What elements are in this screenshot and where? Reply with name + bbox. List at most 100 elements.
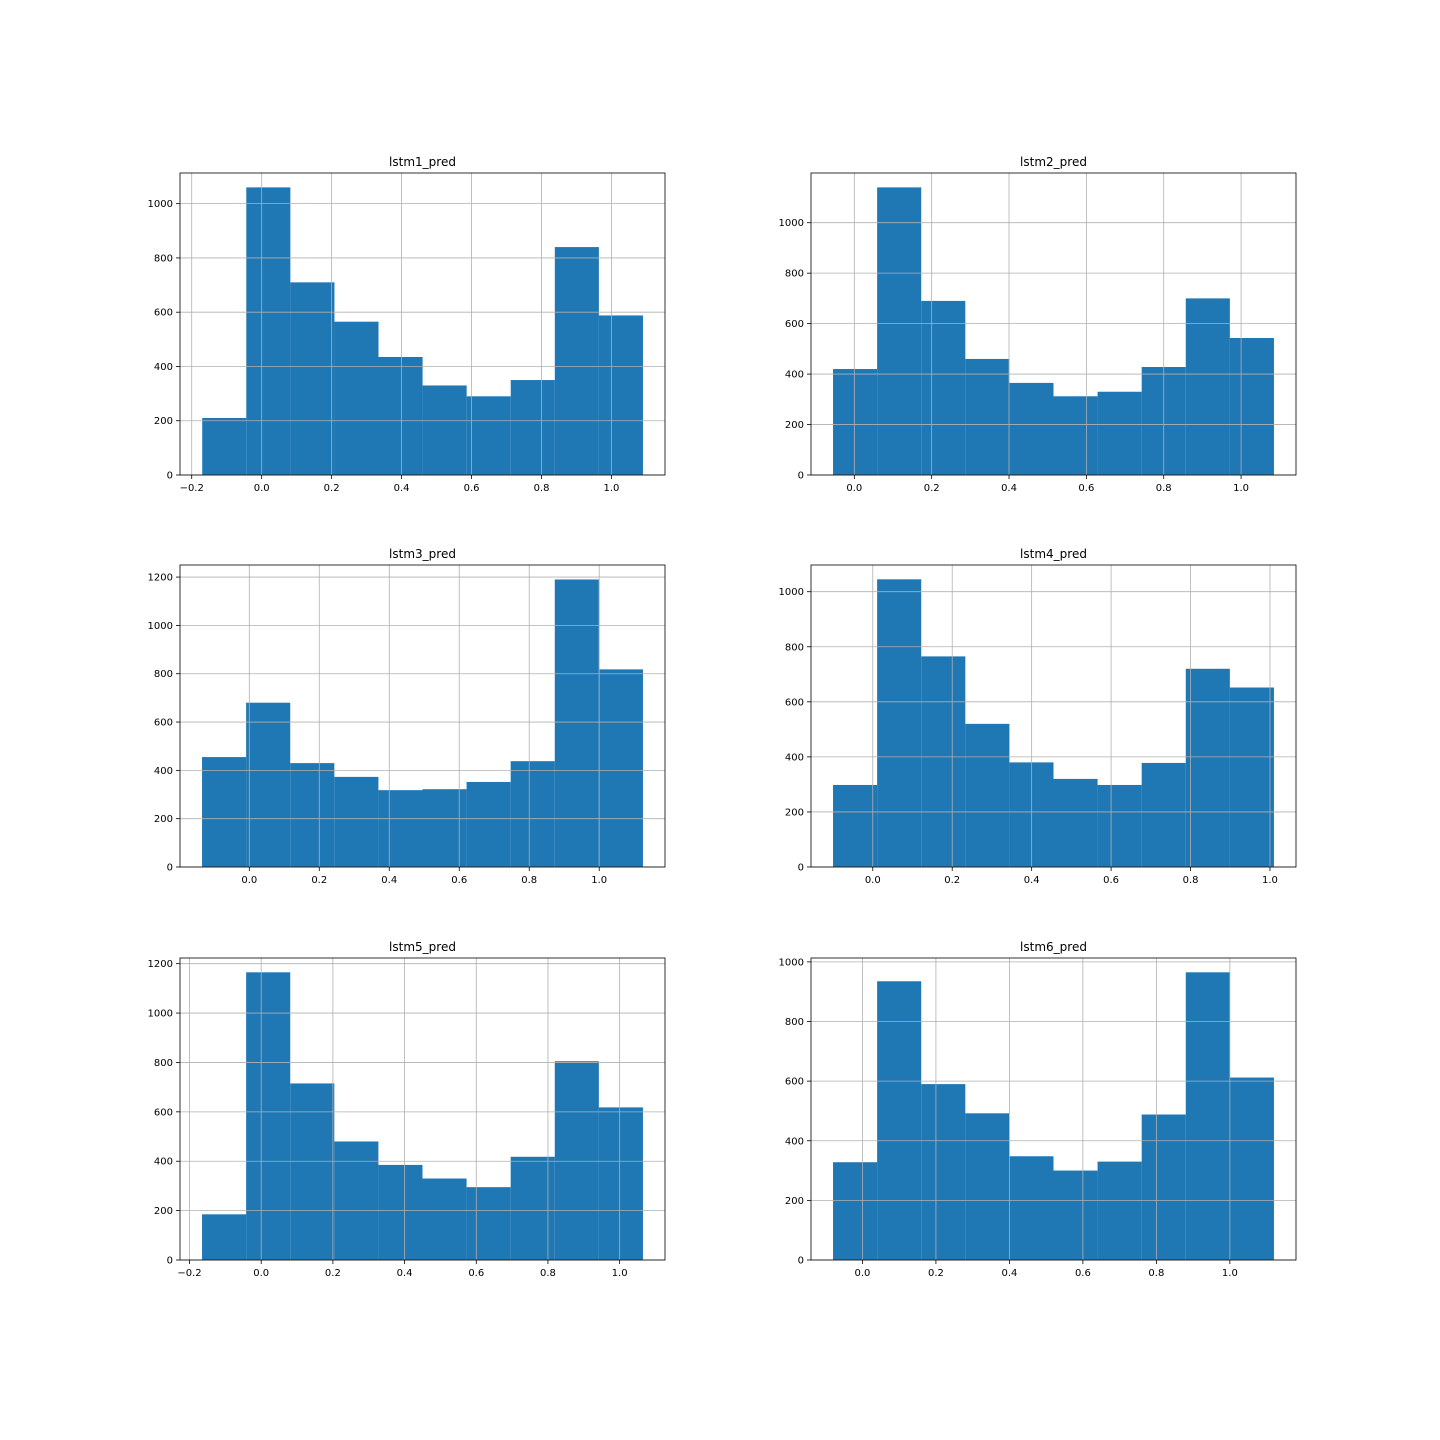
histogram-bar xyxy=(965,358,1010,475)
histogram-bar xyxy=(378,356,423,475)
histogram-bar xyxy=(554,247,599,475)
y-tick-label: 600 xyxy=(785,697,804,708)
x-tick-label: 0.4 xyxy=(397,1268,413,1279)
y-tick-label: 200 xyxy=(154,1206,173,1217)
y-tick-label: 800 xyxy=(154,669,173,680)
histogram-bar xyxy=(510,761,555,867)
histogram-bar xyxy=(202,418,247,475)
subplot-title: lstm6_pred xyxy=(1020,940,1087,954)
bars xyxy=(833,187,1274,475)
histogram-bar xyxy=(1229,1077,1274,1260)
x-tick-label: 0.2 xyxy=(324,483,340,494)
histogram-bar xyxy=(422,385,467,475)
histogram-bar xyxy=(334,1141,379,1260)
histogram-bar xyxy=(598,1107,643,1260)
bars xyxy=(833,579,1274,867)
histogram-bar xyxy=(510,380,555,475)
y-tick-label: 0 xyxy=(798,1256,804,1267)
y-tick-label: 200 xyxy=(785,1196,804,1207)
histogram-bar xyxy=(378,1164,423,1260)
x-tick-label: 0.2 xyxy=(311,875,327,886)
x-tick-label: 0.0 xyxy=(846,483,862,494)
x-tick-label: 0.8 xyxy=(1156,483,1172,494)
y-tick-label: 800 xyxy=(154,1058,173,1069)
subplot-title: lstm2_pred xyxy=(1020,155,1087,169)
histogram-bar xyxy=(1097,784,1142,867)
y-tick-label: 1000 xyxy=(779,218,804,229)
subplot-5: −0.2 0.0 0.2 0.4 0.6 0.8 1.0 0 200 400 600 800 1000 1… xyxy=(148,940,666,1279)
histogram-bar xyxy=(1141,1114,1186,1260)
histogram-bar xyxy=(921,656,966,867)
y-tick-label: 400 xyxy=(785,752,804,763)
x-tick-label: 1.0 xyxy=(604,483,620,494)
x-tick-label: 0.2 xyxy=(924,483,940,494)
bars xyxy=(202,579,643,867)
histogram-bar xyxy=(1185,298,1230,475)
x-tick-label: 0.6 xyxy=(468,1268,484,1279)
bars xyxy=(202,972,643,1260)
subplot-6: 0.0 0.2 0.4 0.6 0.8 1.0 0 200 400 600 800 1000 lstm6… xyxy=(779,940,1297,1279)
histogram-bar xyxy=(554,579,599,867)
histogram-bar xyxy=(554,1061,599,1260)
x-tick-label: 0.6 xyxy=(1103,875,1119,886)
x-tick-label: 0.4 xyxy=(381,875,397,886)
y-tick-label: 600 xyxy=(154,1107,173,1118)
y-tick-label: 1000 xyxy=(148,621,173,632)
histogram-bar xyxy=(1053,396,1098,475)
y-tick-label: 800 xyxy=(785,1017,804,1028)
x-tick-label: 0.4 xyxy=(1001,1268,1017,1279)
histogram-bar xyxy=(422,789,467,867)
histogram-bar xyxy=(965,723,1010,867)
x-tick-label: 0.0 xyxy=(854,1268,870,1279)
histogram-bar xyxy=(290,282,335,475)
histogram-bar xyxy=(833,784,878,867)
x-tick-label: 0.6 xyxy=(464,483,480,494)
y-tick-label: 0 xyxy=(167,863,173,874)
y-tick-label: 200 xyxy=(154,416,173,427)
x-tick-label: 1.0 xyxy=(612,1268,628,1279)
bars xyxy=(202,187,643,475)
histogram-bar xyxy=(1141,762,1186,867)
histogram-bar xyxy=(510,1156,555,1260)
x-tick-label: 0.8 xyxy=(1148,1268,1164,1279)
gridlines xyxy=(180,173,665,476)
histogram-bar xyxy=(246,972,291,1260)
y-tick-label: 400 xyxy=(154,766,173,777)
histogram-bar xyxy=(1185,972,1230,1260)
x-tick-label: 0.4 xyxy=(1024,875,1040,886)
subplot-4: 0.0 0.2 0.4 0.6 0.8 1.0 0 200 400 600 800 1000 lstm4… xyxy=(779,547,1297,886)
histogram-bar xyxy=(334,776,379,867)
y-tick-label: 1000 xyxy=(779,587,804,598)
axes-frame xyxy=(179,957,666,1261)
gridlines xyxy=(180,565,665,868)
gridlines xyxy=(811,958,1296,1261)
histogram-bar xyxy=(598,669,643,867)
axes-frame xyxy=(179,172,666,476)
histogram-bar xyxy=(1009,382,1054,475)
y-tick-label: 1000 xyxy=(148,1009,173,1020)
x-tick-label: 0.6 xyxy=(1078,483,1094,494)
x-tick-label: 0.0 xyxy=(253,1268,269,1279)
y-tick-label: 1200 xyxy=(148,573,173,584)
histogram-bar xyxy=(1185,668,1230,867)
x-tick-label: 0.0 xyxy=(241,875,257,886)
histogram-bar xyxy=(921,1084,966,1260)
x-tick-label: 0.2 xyxy=(928,1268,944,1279)
subplot-title: lstm5_pred xyxy=(389,940,456,954)
y-tick-label: 0 xyxy=(167,1256,173,1267)
subplot-2: 0.0 0.2 0.4 0.6 0.8 1.0 0 200 400 600 800 1000 lstm2… xyxy=(779,155,1297,494)
x-tick-label: 1.0 xyxy=(1222,1268,1238,1279)
histogram-bar xyxy=(290,1083,335,1260)
x-tick-label: 0.8 xyxy=(540,1268,556,1279)
x-tick-label: 0.4 xyxy=(394,483,410,494)
histogram-bar xyxy=(466,396,511,475)
y-tick-label: 0 xyxy=(798,471,804,482)
x-tick-label: 1.0 xyxy=(1262,875,1278,886)
bars xyxy=(833,972,1274,1260)
histogram-bar xyxy=(1053,778,1098,867)
histogram-bar xyxy=(921,300,966,475)
x-tick-label: 1.0 xyxy=(1233,483,1249,494)
y-tick-label: 200 xyxy=(154,814,173,825)
y-tick-label: 800 xyxy=(154,253,173,264)
